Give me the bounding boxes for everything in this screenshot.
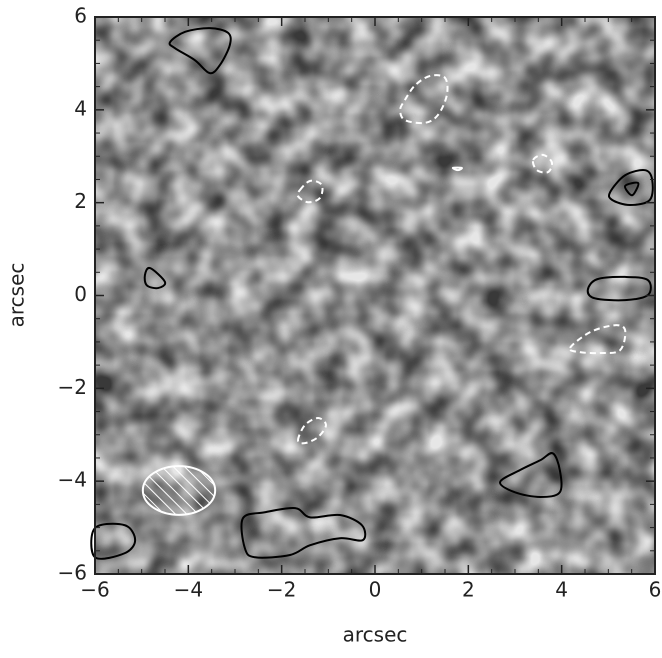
y-tick-label: −4 [58, 468, 87, 492]
contour [90, 522, 137, 560]
y-tick-label: 4 [74, 96, 87, 120]
y-tick-label: 0 [74, 282, 87, 306]
y-tick-label: −6 [58, 561, 87, 585]
x-tick-label: 0 [369, 578, 382, 602]
x-tick-label: 6 [649, 578, 662, 602]
y-tick-label: 2 [74, 189, 87, 213]
x-tick-label: −2 [267, 578, 296, 602]
y-axis-label: arcsec [5, 263, 29, 328]
x-tick-label: −6 [80, 578, 109, 602]
contour [531, 153, 554, 174]
contour [168, 27, 232, 75]
contour [607, 169, 654, 206]
contour [296, 179, 324, 204]
contour [296, 417, 328, 445]
x-axis-label: arcsec [343, 623, 408, 647]
contour [624, 181, 640, 197]
x-tick-label: −4 [174, 578, 203, 602]
beam [141, 465, 217, 516]
contour [399, 74, 449, 125]
x-tick-label: 4 [555, 578, 568, 602]
contour [240, 506, 367, 559]
y-tick-label: 6 [74, 4, 87, 28]
contour [143, 266, 167, 290]
contour [586, 275, 652, 302]
x-tick-label: 2 [462, 578, 475, 602]
contour [499, 452, 563, 498]
contour [568, 324, 627, 355]
y-tick-label: −2 [58, 375, 87, 399]
contour [451, 166, 463, 172]
